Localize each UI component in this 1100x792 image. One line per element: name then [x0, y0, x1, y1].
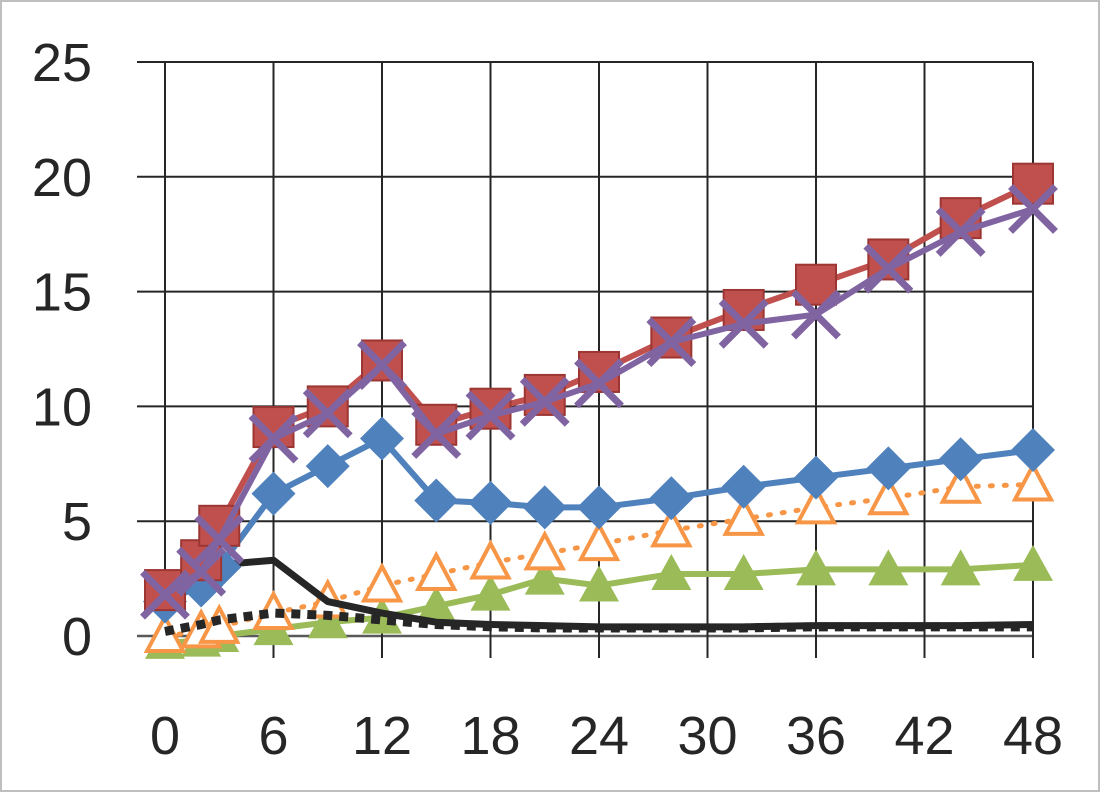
- y-tick-label: 10: [32, 377, 92, 437]
- x-tick-label: 30: [677, 706, 737, 766]
- data-point: [468, 480, 513, 525]
- x-tick-label: 24: [569, 706, 629, 766]
- data-point: [302, 388, 353, 439]
- data-point: [307, 602, 348, 639]
- data-point: [938, 437, 983, 482]
- data-point: [414, 550, 458, 592]
- data-point: [251, 471, 296, 516]
- data-point: [176, 546, 227, 597]
- data-point: [646, 317, 697, 368]
- series-line: [163, 206, 1034, 598]
- series-line: [164, 561, 1034, 646]
- x-tick-label: 0: [150, 706, 180, 766]
- data-point: [465, 390, 516, 441]
- data-point: [1011, 428, 1055, 473]
- data-point: [722, 495, 765, 536]
- data-point: [866, 446, 911, 491]
- data-point: [867, 474, 910, 516]
- x-tick-label: 48: [1003, 706, 1063, 766]
- x-tick-label: 18: [460, 706, 520, 766]
- data-point: [1013, 544, 1053, 581]
- y-tick-label: 25: [32, 33, 92, 93]
- data-point: [357, 340, 407, 391]
- data-point: [723, 554, 764, 591]
- x-tick-label: 36: [786, 706, 846, 766]
- y-tick-label: 5: [62, 492, 92, 552]
- data-point: [863, 243, 914, 294]
- data-point: [305, 444, 350, 489]
- data-point: [519, 376, 570, 427]
- data-point: [523, 530, 567, 571]
- data-point: [522, 485, 567, 530]
- x-axis-tick-labels: 0 6 12 18 24 30 36 42 48: [150, 706, 1063, 766]
- data-point: [360, 416, 404, 461]
- data-point: [794, 455, 838, 500]
- y-tick-label: 0: [62, 607, 92, 667]
- data-point: [414, 478, 459, 523]
- data-point: [574, 358, 624, 409]
- data-point: [649, 476, 694, 521]
- series-6: [164, 608, 1033, 636]
- y-tick-label: 15: [32, 263, 92, 323]
- data-point: [577, 485, 621, 530]
- data-point: [1008, 183, 1058, 234]
- data-point: [651, 554, 692, 591]
- data-point: [796, 549, 836, 586]
- data-point: [140, 569, 190, 620]
- series-line: [163, 180, 1035, 593]
- data-point: [577, 520, 621, 562]
- data-point: [718, 298, 769, 349]
- data-point: [721, 464, 766, 509]
- data-point: [650, 507, 693, 548]
- data-point: [868, 549, 909, 586]
- x-tick-label: 12: [352, 706, 412, 766]
- series-line: [164, 608, 1033, 636]
- data-point: [791, 289, 841, 340]
- data-point: [194, 514, 245, 565]
- data-point: [416, 586, 457, 623]
- data-point: [794, 484, 838, 525]
- data-point: [470, 574, 511, 611]
- data-point: [940, 549, 981, 586]
- data-point: [1011, 461, 1055, 502]
- data-point: [360, 562, 404, 603]
- series-line: [163, 435, 1034, 605]
- data-point: [411, 409, 462, 459]
- x-tick-label: 42: [894, 706, 954, 766]
- series-group: [140, 162, 1058, 659]
- data-point: [939, 463, 982, 504]
- series-1: [140, 183, 1058, 620]
- data-point: [579, 565, 619, 602]
- data-point: [935, 206, 986, 257]
- data-point: [248, 413, 299, 464]
- data-point: [524, 558, 565, 595]
- data-point: [469, 539, 512, 580]
- y-axis-tick-labels: 0 5 10 15 20 25: [32, 33, 92, 667]
- data-point: [197, 603, 241, 644]
- x-tick-label: 6: [258, 706, 288, 766]
- y-tick-label: 20: [32, 148, 92, 208]
